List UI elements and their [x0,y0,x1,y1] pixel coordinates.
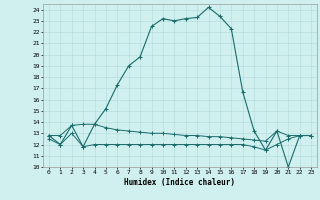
X-axis label: Humidex (Indice chaleur): Humidex (Indice chaleur) [124,178,236,187]
